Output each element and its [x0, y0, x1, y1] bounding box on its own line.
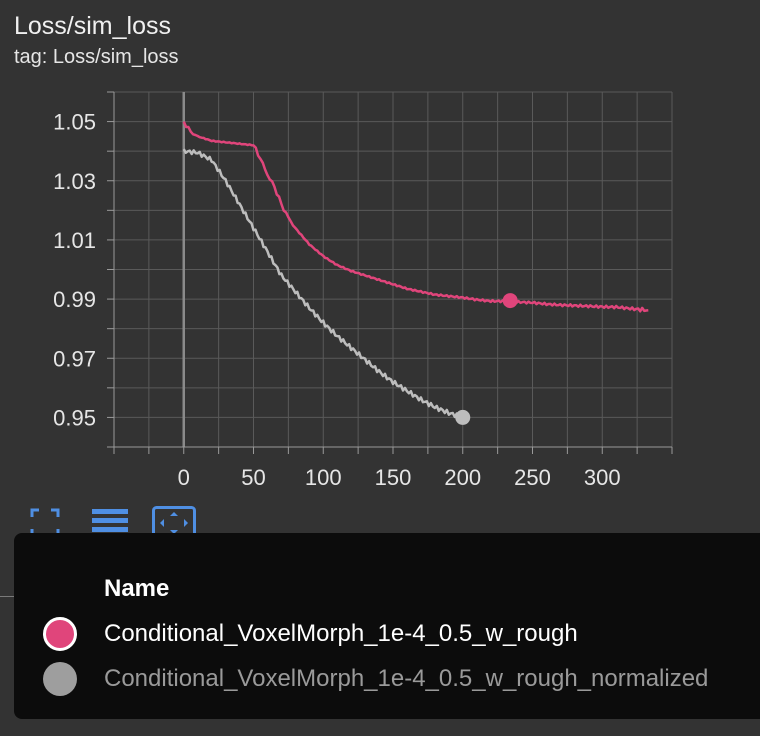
y-tick-label: 0.99 [53, 287, 96, 312]
series-marker [502, 293, 518, 309]
series-color-swatch [43, 662, 77, 696]
y-tick-label: 0.95 [53, 405, 96, 430]
series-line [182, 121, 649, 313]
y-tick-label: 1.03 [53, 169, 96, 194]
x-tick-label: 50 [241, 465, 265, 490]
chart-series [182, 121, 649, 425]
legend-row: Conditional_VoxelMorph_1e-4_0.5_w_rough_… [14, 661, 754, 697]
x-tick-label: 300 [584, 465, 621, 490]
series-name: Conditional_VoxelMorph_1e-4_0.5_w_rough [104, 620, 578, 647]
series-name: Conditional_VoxelMorph_1e-4_0.5_w_rough_… [104, 665, 709, 692]
series-color-swatch [43, 617, 77, 651]
chart-axes: 0 50 100 150 200 250 300 0.95 0.97 0.99 1.01 1.03 1.… [53, 91, 673, 490]
line-chart: 0 50 100 150 200 250 300 0.95 0.97 0.99 1.01 1.03 1.… [53, 91, 673, 490]
y-tick-label: 0.97 [53, 346, 96, 371]
chart-tag: tag: Loss/sim_loss [14, 46, 179, 68]
x-tick-label: 250 [514, 465, 551, 490]
tooltip-header: Name [104, 575, 170, 602]
x-tick-label: 150 [375, 465, 412, 490]
legend-tooltip: Name Conditional_VoxelMorph_1e-4_0.5_w_r… [14, 533, 760, 719]
legend-row: Conditional_VoxelMorph_1e-4_0.5_w_rough [14, 616, 754, 652]
x-tick-label: 0 [178, 465, 190, 490]
chart-grid [113, 91, 673, 448]
chart-title: Loss/sim_loss [14, 12, 171, 40]
y-tick-label: 1.01 [53, 228, 96, 253]
series-marker [455, 409, 471, 425]
x-tick-label: 100 [305, 465, 342, 490]
x-tick-label: 200 [444, 465, 481, 490]
series-line [182, 148, 463, 419]
y-tick-label: 1.05 [53, 110, 96, 135]
